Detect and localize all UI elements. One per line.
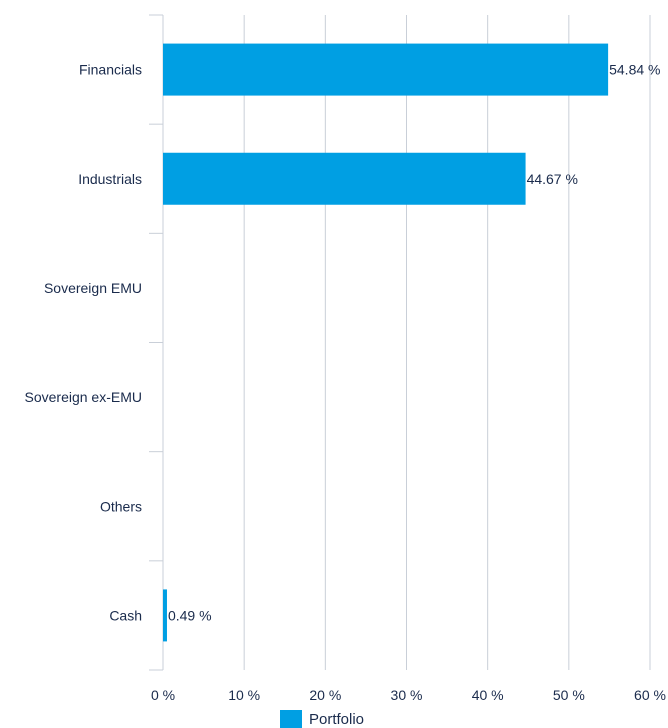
x-tick-label: 10 % <box>228 687 260 703</box>
legend-swatch <box>280 710 302 728</box>
bar <box>163 43 609 96</box>
bar <box>163 152 526 205</box>
gridlines <box>243 15 651 670</box>
bars <box>163 43 609 642</box>
data-labels: 54.84 % 44.67 % 0.49 % <box>168 62 661 624</box>
x-tick-label: 0 % <box>151 687 175 703</box>
data-label: 44.67 % <box>527 171 578 187</box>
legend: Portfolio <box>280 710 364 728</box>
x-tick-label: 60 % <box>634 687 666 703</box>
x-tick-labels: 0 % 10 % 20 % 30 % 40 % 50 % 60 % <box>151 687 666 703</box>
category-labels: Financials Industrials Sovereign EMU Sovere… <box>25 62 143 624</box>
category-label: Others <box>100 498 142 514</box>
category-label: Sovereign EMU <box>44 280 142 296</box>
x-tick-label: 40 % <box>472 687 504 703</box>
bar <box>163 589 167 642</box>
category-label: Sovereign ex-EMU <box>25 389 143 405</box>
category-label: Industrials <box>78 171 142 187</box>
x-tick-label: 20 % <box>309 687 341 703</box>
legend-label: Portfolio <box>309 711 364 728</box>
category-axis <box>149 14 164 671</box>
data-label: 0.49 % <box>168 607 212 623</box>
category-label: Financials <box>79 62 142 78</box>
x-tick-label: 30 % <box>391 687 423 703</box>
x-tick-label: 50 % <box>553 687 585 703</box>
category-label: Cash <box>109 607 142 623</box>
data-label: 54.84 % <box>609 62 660 78</box>
